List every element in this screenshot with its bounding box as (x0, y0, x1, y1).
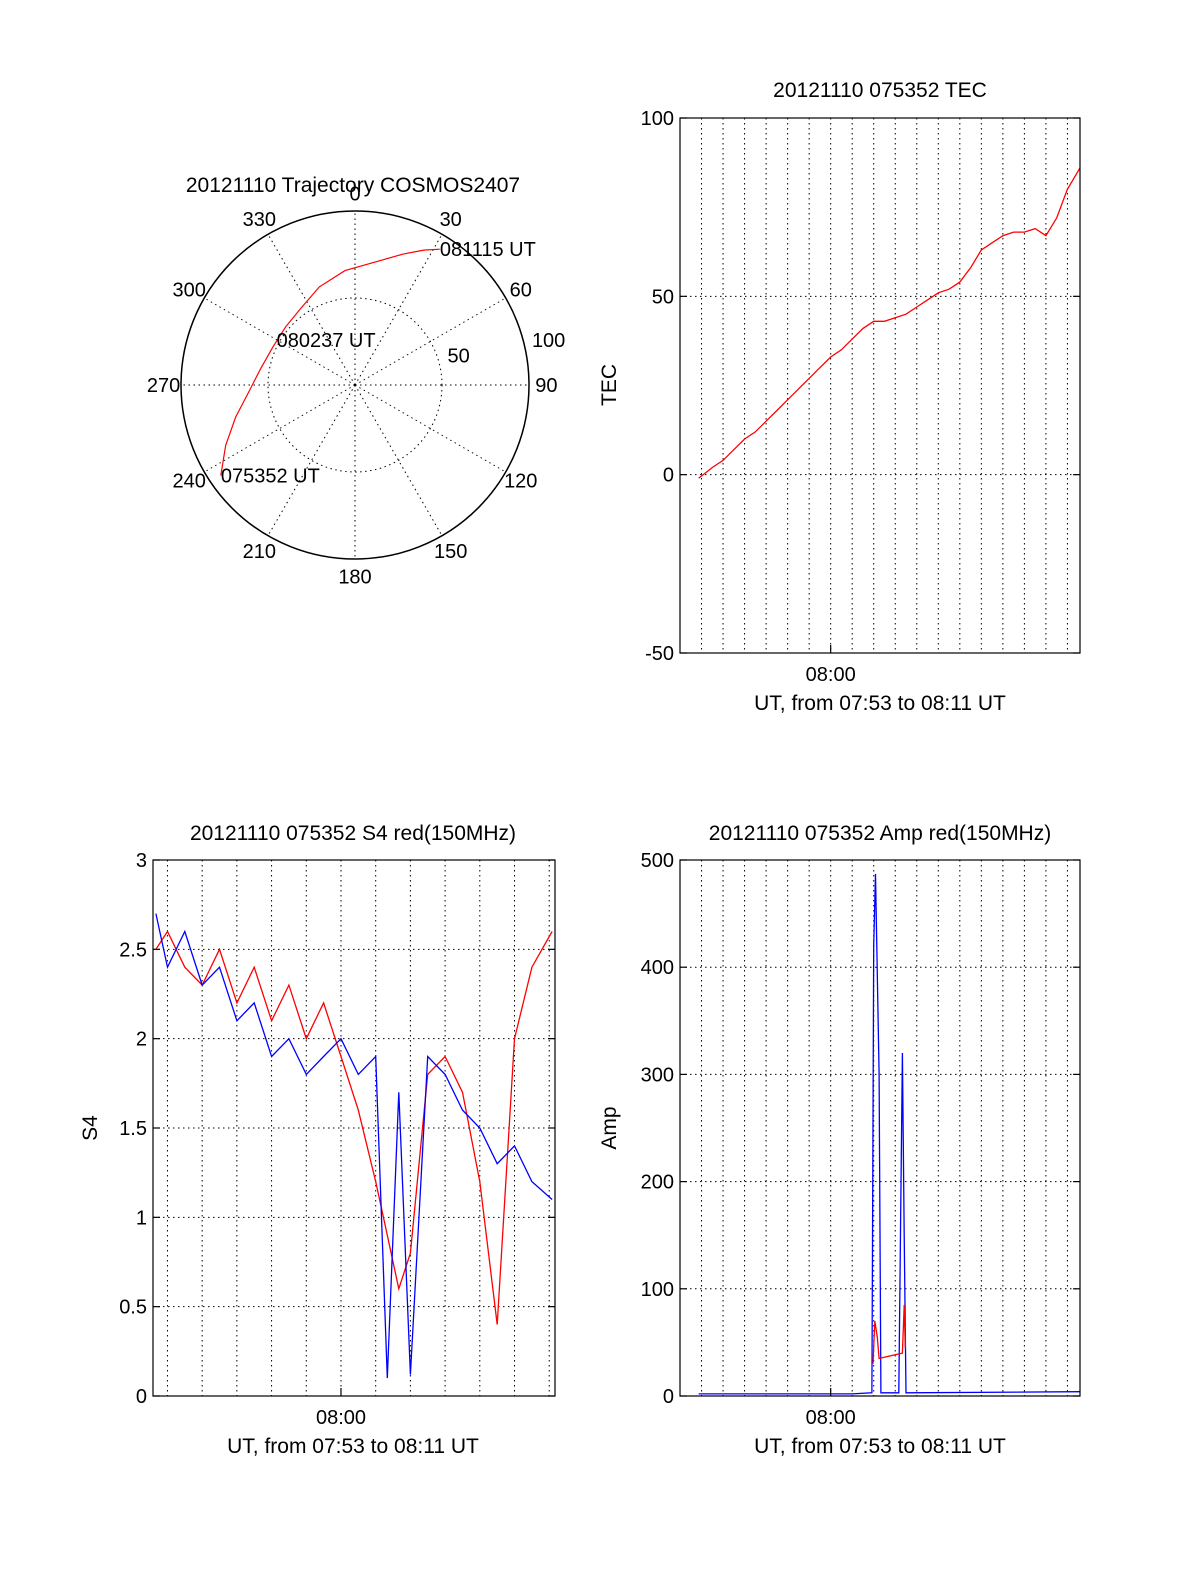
polar-spoke (354, 297, 506, 386)
polar-ring (267, 297, 443, 473)
amp-xlabel: UT, from 07:53 to 08:11 UT (754, 1435, 1006, 1458)
polar-spoke (204, 384, 356, 473)
trajectory-line (220, 248, 440, 476)
polar-angle-label: 240 (173, 471, 206, 493)
tec-x-ticks: 08:00 (806, 645, 856, 686)
s4-panel: 20121110 075352 S4 red(150MHz) 0 0.5 1 1.5 2… (79, 822, 556, 1458)
tec-panel: 20121110 075352 TEC -50 0 50 100 08:00 UT, … (598, 79, 1081, 715)
s4-xlabel: UT, from 07:53 to 08:11 UT (227, 1435, 479, 1458)
tec-xtick-label: 08:00 (806, 664, 856, 686)
amp-y-ticks: 0 100 200 300 400 500 (641, 850, 1080, 1408)
amp-blue-line (698, 873, 1081, 1395)
trajectory-annotations: 081115 UT 080237 UT 075352 UT (221, 239, 536, 487)
polar-spoke (204, 297, 356, 386)
polar-angle-label: 60 (510, 279, 532, 301)
s4-ytick-label: 0.5 (119, 1297, 147, 1319)
tec-series-group (698, 167, 1081, 479)
amp-red-line (872, 1304, 906, 1364)
s4-xtick-label: 08:00 (316, 1407, 366, 1429)
polar-radial-label: 100 (532, 330, 565, 352)
amp-ytick-label: 0 (663, 1386, 674, 1408)
s4-x-ticks: 08:00 (316, 1388, 366, 1429)
s4-ytick-label: 1.5 (119, 1118, 147, 1140)
s4-ylabel: S4 (79, 1115, 102, 1141)
s4-ytick-label: 1 (136, 1207, 147, 1229)
polar-angle-label: 120 (504, 471, 537, 493)
polar-outer-circle (180, 210, 530, 560)
polar-spoke (354, 384, 443, 536)
trajectory-panel: 20121110 Trajectory COSMOS2407 0 30 60 90 12… (147, 174, 565, 588)
polar-angle-label: 0 (349, 184, 360, 206)
polar-spoke (354, 234, 443, 386)
polar-spoke (354, 384, 506, 473)
tec-red-line (698, 167, 1081, 479)
polar-angle-label: 330 (243, 209, 276, 231)
trajectory-series (220, 248, 440, 476)
polar-angle-label: 90 (535, 375, 557, 397)
tec-xlabel: UT, from 07:53 to 08:11 UT (754, 692, 1006, 715)
trajectory-time-label: 081115 UT (440, 239, 536, 261)
amp-panel: 20121110 075352 Amp red(150MHz) 0 100 200 3… (598, 822, 1081, 1458)
polar-spoke (267, 384, 356, 536)
amp-ytick-label: 500 (641, 850, 674, 872)
amp-series-group (698, 873, 1081, 1395)
tec-grid (680, 118, 1080, 653)
tec-plot-frame (679, 117, 1081, 654)
s4-y-ticks: 0 0.5 1 1.5 2 2.5 3 (119, 850, 555, 1408)
s4-title: 20121110 075352 S4 red(150MHz) (190, 822, 516, 845)
amp-xtick-label: 08:00 (806, 1407, 856, 1429)
polar-radial-labels: 50 100 (448, 330, 566, 368)
polar-angle-label: 270 (147, 375, 180, 397)
tec-ytick-label: 50 (652, 286, 674, 308)
tec-ytick-label: 100 (641, 108, 674, 130)
polar-radial-label: 50 (448, 346, 470, 368)
polar-angle-label: 180 (338, 566, 371, 588)
polar-angle-label: 30 (440, 209, 462, 231)
amp-ytick-label: 200 (641, 1172, 674, 1194)
amp-plot-frame (679, 859, 1081, 1397)
polar-angle-label: 210 (243, 541, 276, 563)
amp-ytick-label: 400 (641, 957, 674, 979)
trajectory-time-label: 080237 UT (277, 330, 376, 352)
polar-angle-label: 150 (434, 541, 467, 563)
s4-blue-line (155, 913, 553, 1379)
amp-title: 20121110 075352 Amp red(150MHz) (709, 822, 1051, 845)
tec-ylabel: TEC (598, 364, 621, 406)
s4-grid (153, 860, 555, 1396)
tec-y-ticks: -50 0 50 100 (641, 108, 1080, 665)
tec-title: 20121110 075352 TEC (773, 79, 987, 102)
s4-ytick-label: 2.5 (119, 939, 147, 961)
tec-ytick-label: 0 (663, 465, 674, 487)
polar-spoke (267, 234, 356, 386)
s4-ytick-label: 2 (136, 1029, 147, 1051)
amp-ytick-label: 100 (641, 1279, 674, 1301)
trajectory-title: 20121110 Trajectory COSMOS2407 (186, 174, 520, 197)
trajectory-time-label: 075352 UT (221, 465, 320, 487)
polar-angle-labels: 0 30 60 90 120 150 180 210 240 270 300 330 (147, 184, 558, 589)
s4-red-line (155, 930, 553, 1325)
polar-angle-label: 300 (173, 279, 206, 301)
polar-grid (181, 211, 529, 559)
amp-x-ticks: 08:00 (806, 1388, 856, 1429)
tec-ytick-label: -50 (645, 643, 674, 665)
s4-ytick-label: 3 (136, 850, 147, 872)
s4-series-group (155, 913, 553, 1379)
amp-ytick-label: 300 (641, 1064, 674, 1086)
amp-ylabel: Amp (598, 1106, 621, 1149)
s4-ytick-label: 0 (136, 1386, 147, 1408)
